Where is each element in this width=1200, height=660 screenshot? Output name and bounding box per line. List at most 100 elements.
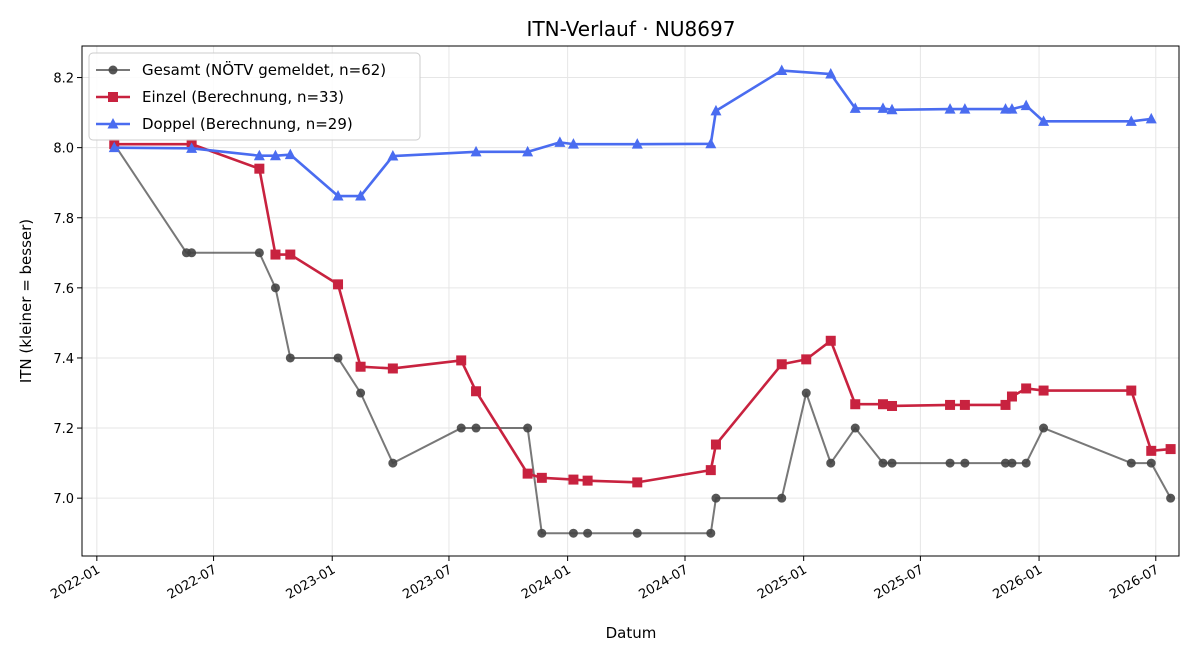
legend-label: Einzel (Berechnung, n=33) bbox=[142, 88, 344, 106]
data-point bbox=[826, 458, 836, 468]
y-tick-label: 7.8 bbox=[53, 212, 74, 227]
data-point bbox=[187, 248, 197, 258]
legend-entry: Doppel (Berechnung, n=29) bbox=[96, 115, 353, 133]
series-2 bbox=[109, 139, 1176, 488]
data-point bbox=[387, 150, 399, 161]
data-point bbox=[777, 493, 787, 503]
data-point bbox=[567, 138, 579, 149]
data-point bbox=[470, 145, 482, 157]
data-point bbox=[877, 102, 889, 113]
series-line bbox=[114, 69, 1152, 198]
data-point bbox=[776, 64, 788, 76]
data-point bbox=[269, 149, 281, 161]
series-line bbox=[114, 142, 1171, 484]
data-point bbox=[1039, 423, 1049, 433]
data-point bbox=[960, 458, 970, 468]
data-point bbox=[285, 249, 296, 260]
series-line bbox=[113, 143, 1172, 535]
x-tick-label: 2024-07 bbox=[636, 562, 691, 602]
data-point bbox=[944, 103, 956, 114]
data-point bbox=[1021, 458, 1031, 468]
y-tick-label: 8.0 bbox=[53, 142, 74, 157]
data-point bbox=[456, 423, 466, 433]
data-point bbox=[1126, 458, 1136, 468]
data-point bbox=[1125, 115, 1137, 126]
data-point bbox=[355, 190, 367, 201]
data-point bbox=[284, 148, 296, 160]
data-point bbox=[711, 493, 721, 503]
data-point bbox=[1146, 445, 1157, 456]
data-point bbox=[1145, 112, 1157, 124]
x-tick-label: 2022-01 bbox=[48, 562, 103, 602]
series-layer bbox=[108, 64, 1176, 538]
data-point bbox=[705, 137, 717, 149]
data-point bbox=[776, 359, 787, 370]
legend-entry: Einzel (Berechnung, n=33) bbox=[96, 88, 344, 106]
data-point bbox=[959, 103, 971, 114]
x-tick-label: 2026-01 bbox=[991, 562, 1046, 602]
data-point bbox=[355, 361, 366, 372]
data-point bbox=[1006, 391, 1017, 402]
data-point bbox=[945, 458, 955, 468]
y-tick-label: 7.2 bbox=[53, 422, 74, 437]
data-point bbox=[710, 439, 721, 450]
data-point bbox=[568, 474, 579, 485]
data-point bbox=[945, 399, 956, 410]
data-point bbox=[537, 528, 547, 538]
data-point bbox=[801, 388, 811, 398]
data-point bbox=[522, 145, 534, 157]
data-point bbox=[270, 249, 281, 260]
series-1 bbox=[109, 139, 1176, 538]
data-point bbox=[456, 355, 467, 366]
data-point bbox=[333, 279, 344, 290]
data-point bbox=[554, 136, 566, 147]
y-tick-label: 7.0 bbox=[53, 492, 74, 507]
data-point bbox=[1006, 103, 1018, 114]
x-tick-label: 2025-07 bbox=[872, 562, 927, 602]
plot-frame bbox=[81, 45, 1180, 557]
data-point bbox=[536, 472, 547, 483]
chart-title: ITN-Verlauf · NU8697 bbox=[527, 17, 736, 41]
data-point bbox=[254, 163, 265, 174]
y-tick-label: 7.4 bbox=[53, 352, 74, 367]
x-tick-label: 2022-07 bbox=[165, 562, 220, 602]
data-point bbox=[887, 400, 898, 411]
data-point bbox=[1001, 458, 1011, 468]
data-point bbox=[825, 335, 836, 346]
x-tick-label: 2026-07 bbox=[1107, 562, 1162, 602]
data-point bbox=[523, 423, 533, 433]
data-point bbox=[631, 138, 643, 149]
data-point bbox=[270, 283, 280, 293]
data-point bbox=[522, 468, 533, 479]
data-point bbox=[1020, 99, 1032, 111]
data-point bbox=[706, 528, 716, 538]
data-point bbox=[471, 386, 482, 397]
legend-marker bbox=[108, 92, 118, 102]
x-tick-label: 2024-01 bbox=[519, 562, 574, 602]
data-point bbox=[108, 141, 120, 153]
data-point bbox=[582, 475, 593, 486]
y-tick-label: 8.2 bbox=[53, 72, 74, 87]
data-point bbox=[850, 399, 861, 410]
data-point bbox=[583, 528, 593, 538]
data-point bbox=[1165, 444, 1176, 455]
data-point bbox=[1038, 115, 1050, 126]
grid-layer bbox=[82, 46, 1179, 556]
legend-label: Doppel (Berechnung, n=29) bbox=[142, 115, 353, 133]
x-tick-label: 2023-07 bbox=[400, 562, 455, 602]
data-point bbox=[632, 477, 643, 488]
data-point bbox=[568, 528, 578, 538]
data-point bbox=[705, 465, 716, 476]
data-point bbox=[850, 423, 860, 433]
y-tick-label: 7.6 bbox=[53, 282, 74, 297]
legend-marker bbox=[108, 65, 118, 75]
x-axis-label: Datum bbox=[606, 624, 657, 642]
data-point bbox=[253, 149, 265, 161]
legend-marker bbox=[107, 118, 119, 129]
data-point bbox=[801, 354, 812, 365]
data-point bbox=[1021, 383, 1032, 394]
data-point bbox=[825, 68, 837, 79]
data-point bbox=[877, 399, 888, 410]
legend-entry: Gesamt (NÖTV gemeldet, n=62) bbox=[96, 60, 386, 79]
